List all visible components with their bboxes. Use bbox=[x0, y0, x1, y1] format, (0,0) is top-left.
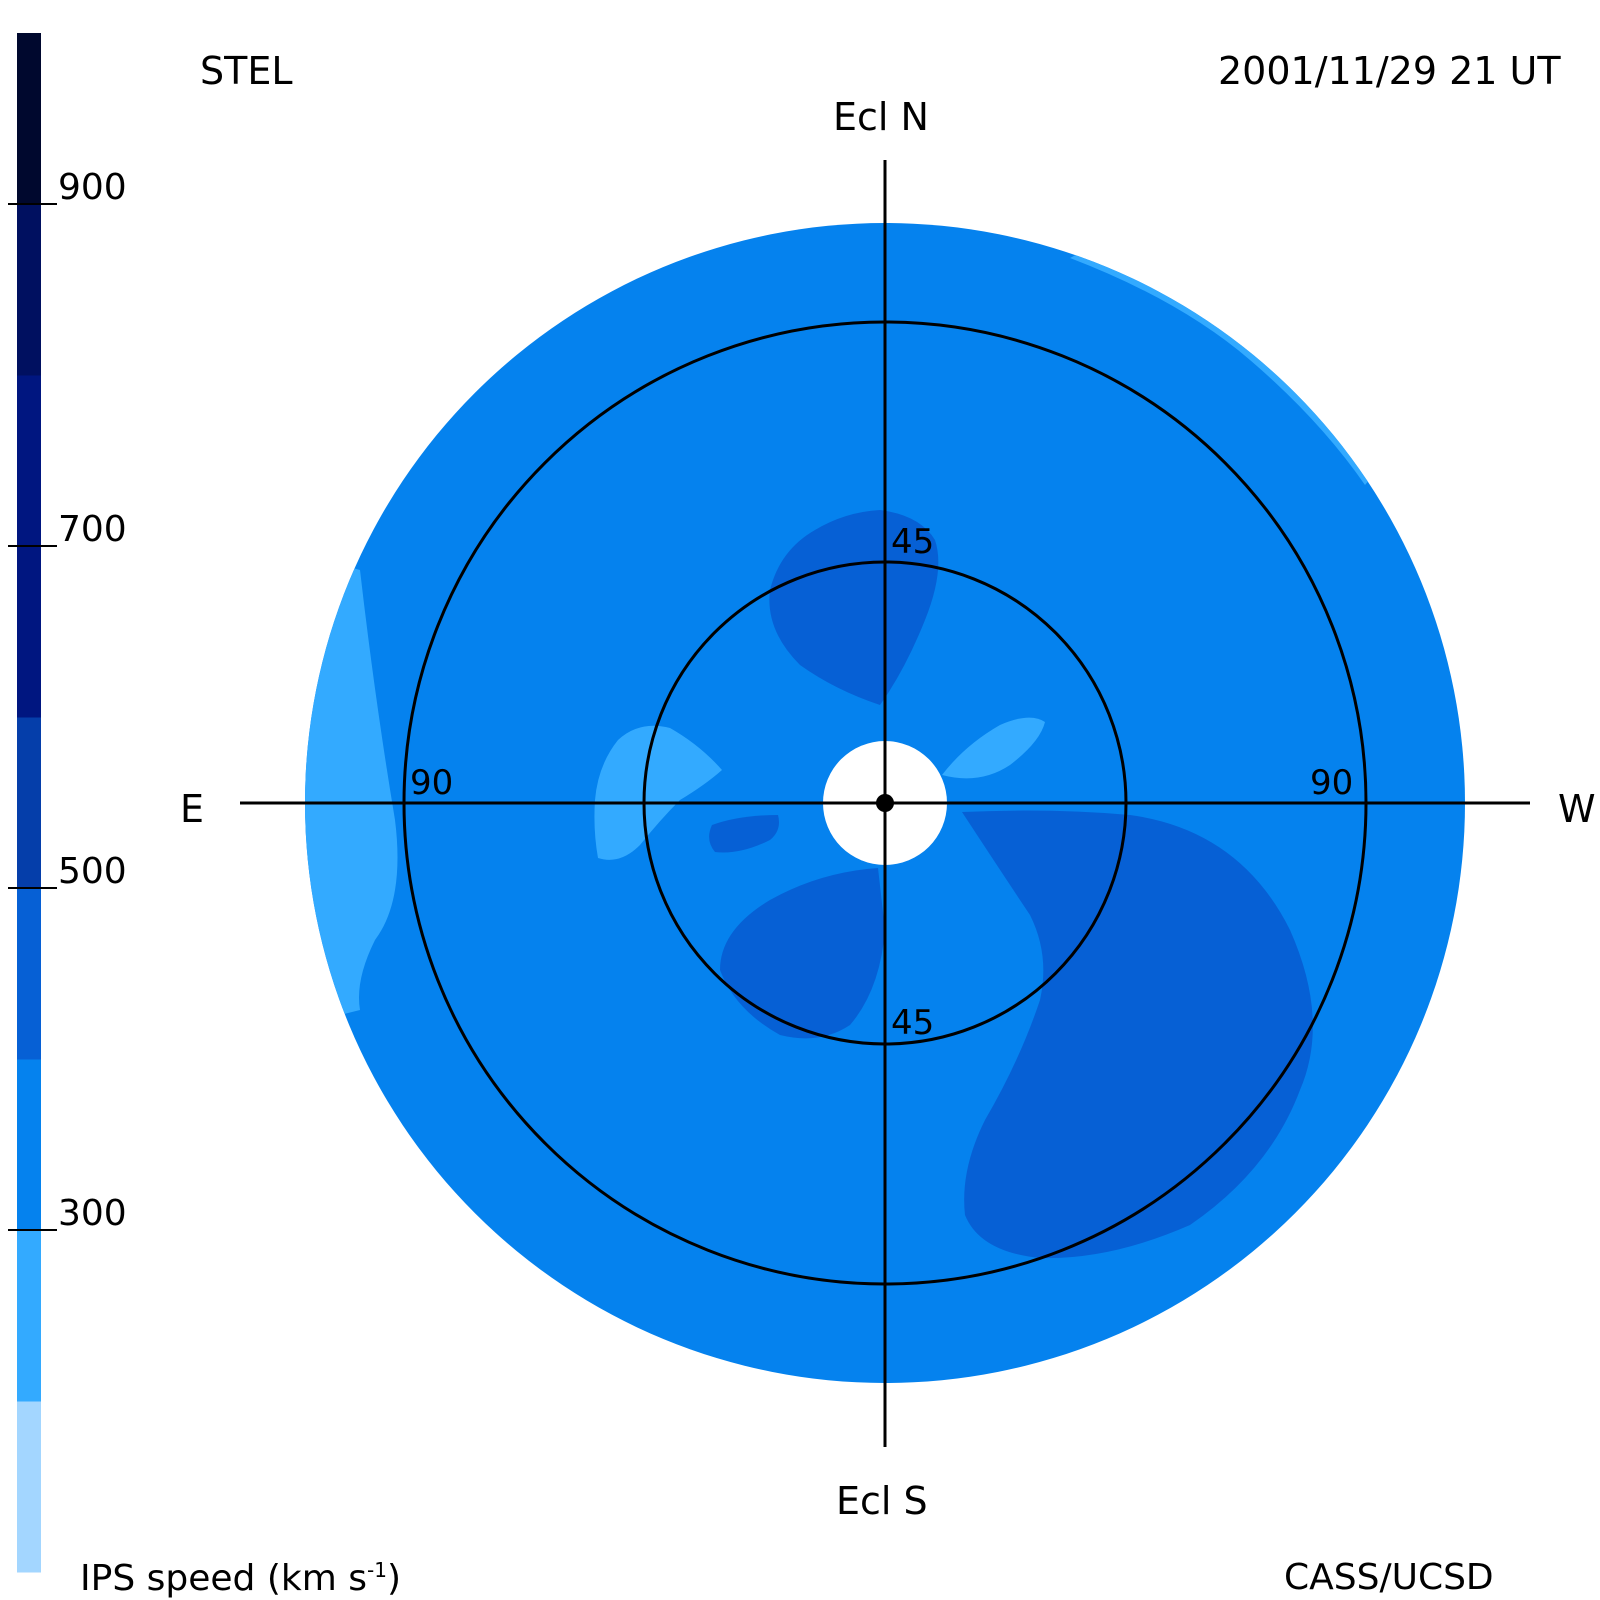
direction-west: W bbox=[1558, 787, 1596, 831]
colorbar-title-text: IPS speed (km s bbox=[80, 1558, 367, 1599]
colorbar-tick-label-900: 900 bbox=[58, 167, 127, 208]
region-southwest-lobe bbox=[962, 810, 1313, 1259]
direction-south: Ecl S bbox=[836, 1479, 928, 1523]
colorbar-band-900-1000 bbox=[17, 33, 41, 205]
sun-center-dot bbox=[876, 794, 894, 812]
region-southeast-lobe bbox=[720, 868, 885, 1039]
colorbar-tick-label-700: 700 bbox=[58, 509, 127, 550]
region-outer-east-arc bbox=[305, 540, 398, 1040]
ring-45-label-north: 45 bbox=[891, 522, 935, 562]
colorbar-band-600-700 bbox=[17, 546, 41, 718]
ring-90-label-west: 90 bbox=[1310, 763, 1354, 803]
colorbar-title-end: ) bbox=[386, 1558, 401, 1599]
direction-east: E bbox=[180, 787, 205, 831]
ring-90-label-east: 90 bbox=[410, 763, 454, 803]
colorbar-title: IPS speed (km s-1) bbox=[80, 1560, 401, 1597]
colorbar-tick-label-500: 500 bbox=[58, 851, 127, 892]
credit-label: CASS/UCSD bbox=[1284, 1557, 1494, 1598]
colorbar-band-400-500 bbox=[17, 888, 41, 1060]
ring-45-label-south: 45 bbox=[891, 1003, 935, 1043]
colorbar-ticks bbox=[8, 203, 57, 1231]
colorbar-band-700-800 bbox=[17, 375, 41, 547]
colorbar-band-100-200 bbox=[17, 1401, 41, 1573]
colorbar-tick-label-300: 300 bbox=[58, 1193, 127, 1234]
colorbar bbox=[17, 33, 41, 1573]
colorbar-band-300-400 bbox=[17, 1059, 41, 1231]
colorbar-title-exponent: -1 bbox=[366, 1558, 387, 1582]
region-north-lobe bbox=[769, 510, 939, 705]
colorbar-band-500-600 bbox=[17, 717, 41, 889]
region-inner-ne-lobe bbox=[594, 725, 722, 860]
region-inner-east-lobe bbox=[709, 815, 779, 853]
colorbar-band-800-900 bbox=[17, 204, 41, 376]
region-inner-nw-lobe bbox=[942, 717, 1045, 779]
datetime-label: 2001/11/29 21 UT bbox=[1218, 49, 1561, 93]
station-label: STEL bbox=[200, 49, 293, 93]
colorbar-band-200-300 bbox=[17, 1230, 41, 1402]
direction-north: Ecl N bbox=[833, 95, 929, 139]
